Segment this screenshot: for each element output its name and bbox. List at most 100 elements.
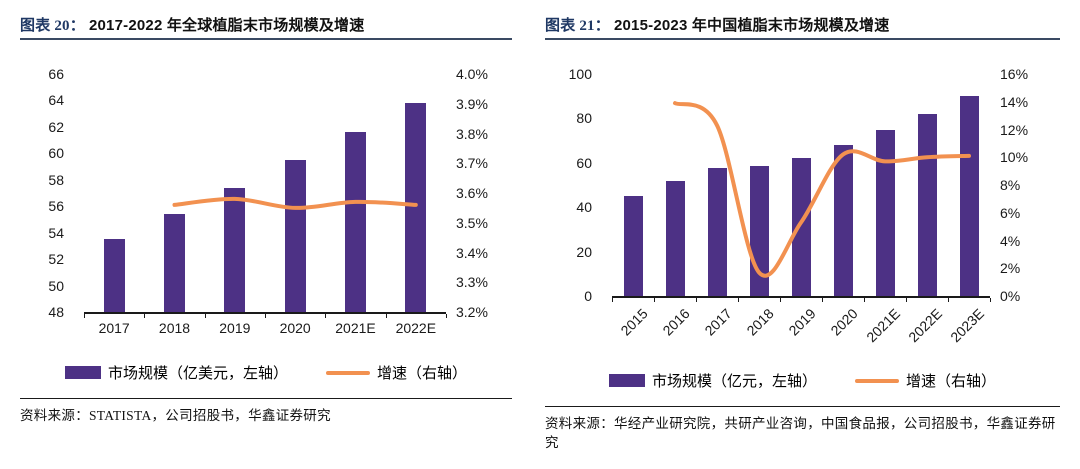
x-axis-tick: [385, 314, 387, 318]
market-size-bar: [917, 113, 937, 296]
left-axis-tick-label: 100: [568, 66, 592, 82]
legend-item-growth: 增速（右轴）: [326, 362, 467, 383]
figure-title: 图表 20： 2017-2022 年全球植脂末市场规模及增速: [20, 14, 512, 40]
left-axis-tick-label: 52: [48, 251, 64, 268]
left-axis-tick-label: 66: [48, 66, 64, 82]
x-axis-category-label: 2017: [98, 320, 130, 336]
figure-number-label: 图表 20：: [20, 18, 85, 34]
x-axis-category-label: 2020: [827, 305, 861, 339]
x-axis-tick: [906, 298, 907, 302]
right-axis-tick-label: 4%: [1000, 232, 1021, 249]
x-axis-tick: [144, 314, 146, 318]
x-axis-line: [84, 312, 446, 314]
market-size-bar: [665, 180, 685, 296]
left-axis-tick-label: 40: [576, 199, 592, 216]
figure-title-text: 2015-2023 年中国植脂末市场规模及增速: [613, 17, 890, 34]
right-axis-tick-label: 3.4%: [456, 244, 488, 261]
right-axis-tick-label: 16%: [1000, 66, 1029, 82]
right-axis-tick-label: 3.7%: [456, 155, 488, 172]
left-axis-tick-label: 54: [48, 224, 64, 241]
figure-panel-global-market: 图表 20： 2017-2022 年全球植脂末市场规模及增速 48 50 52 54 56…: [20, 14, 512, 462]
x-axis-tick: [654, 298, 655, 302]
right-axis-tick-label: 0%: [1000, 288, 1021, 304]
left-axis-tick-label: 60: [48, 145, 64, 162]
legend-label-growth: 增速（右轴）: [906, 374, 997, 390]
left-axis-tick-label: 0: [584, 288, 592, 304]
x-axis-category-label: 2022E: [904, 305, 945, 346]
x-axis-line: [612, 296, 990, 298]
market-size-bar: [791, 158, 811, 296]
right-axis-tick-label: 8%: [1000, 177, 1021, 193]
chart-global-creamer-market: 48 50 52 54 56 58 60 62 64 66 3.2% 3.3% 3.4% 3.5% 3.6%…: [20, 54, 512, 364]
growth-line-layer: [172, 196, 418, 210]
right-axis-tick-label: 3.5%: [456, 214, 488, 231]
x-axis-category-label: 2016: [659, 305, 693, 339]
x-axis-tick: [990, 298, 991, 302]
right-axis-tick-label: 3.9%: [456, 95, 488, 112]
right-axis-tick-label: 10%: [1000, 149, 1029, 166]
x-axis-category-label: 2019: [219, 320, 251, 336]
right-axis-tick-label: 3.3%: [456, 274, 488, 291]
source-note: 资料来源：华经产业研究院，共研产业咨询，中国食品报，公司招股书，华鑫证券研究: [545, 406, 1060, 452]
x-axis-tick: [696, 298, 697, 302]
x-axis-tick: [612, 298, 613, 302]
market-size-bar: [875, 129, 895, 296]
legend-label-market-size: 市场规模（亿元，左轴）: [651, 374, 817, 390]
left-axis-tick-label: 80: [576, 110, 592, 127]
right-axis-tick-label: 3.8%: [456, 125, 488, 142]
market-size-bar: [833, 145, 853, 296]
chart-china-creamer-market: 0 20 40 60 80 100 0% 2% 4% 6% 8% 10% 12% 14% 16% 2015 20…: [545, 54, 1060, 364]
market-size-bar: [284, 159, 306, 312]
bar-series-swatch: [64, 366, 101, 379]
left-axis-tick-label: 60: [576, 154, 592, 171]
legend-label-market-size: 市场规模（亿美元，左轴）: [107, 366, 288, 382]
x-axis-category-label: 2018: [158, 320, 191, 336]
market-size-bar: [405, 103, 427, 312]
right-axis-tick-label: 3.2%: [456, 304, 488, 320]
x-axis-category-label: 2023E: [946, 305, 987, 346]
x-axis-category-label: 2021E: [862, 305, 903, 346]
right-axis-tick-label: 12%: [1000, 121, 1029, 138]
x-axis-tick: [738, 298, 739, 302]
x-axis-category-label: 2020: [279, 320, 311, 336]
x-axis-tick: [265, 314, 266, 318]
right-axis-tick-label: 3.6%: [456, 185, 488, 201]
legend-item-market-size: 市场规模（亿美元，左轴）: [64, 362, 288, 383]
market-size-bar: [224, 187, 246, 312]
x-axis-category-label: 2015: [617, 305, 651, 339]
legend-item-market-size: 市场规模（亿元，左轴）: [608, 370, 817, 391]
x-axis-tick: [864, 298, 865, 302]
chart-legend: 市场规模（亿美元，左轴） 增速（右轴）: [20, 362, 512, 383]
x-axis-tick: [325, 314, 327, 318]
market-size-bar: [707, 168, 727, 296]
left-axis-tick-label: 62: [48, 118, 64, 135]
x-axis-category-label: 2017: [701, 305, 735, 339]
line-series-swatch: [855, 378, 899, 383]
left-axis-tick-label: 56: [48, 198, 64, 215]
left-axis-tick-label: 58: [48, 171, 64, 188]
x-axis-category-label: 2019: [785, 305, 819, 339]
market-size-bar: [623, 196, 643, 296]
x-axis-category-label: 2021E: [335, 320, 376, 336]
figure-title: 图表 21： 2015-2023 年中国植脂末市场规模及增速: [545, 14, 1060, 40]
bar-series-swatch: [608, 374, 645, 387]
x-axis-tick: [84, 314, 85, 318]
left-axis-tick-label: 64: [48, 92, 64, 109]
figure-panel-china-market: 图表 21： 2015-2023 年中国植脂末市场规模及增速 0 20 40 60 80 1…: [545, 14, 1060, 466]
x-axis-category-label: 2022E: [395, 320, 437, 336]
right-axis-tick-label: 6%: [1000, 204, 1021, 221]
market-size-bar: [959, 96, 979, 296]
legend-item-growth: 增速（右轴）: [855, 370, 996, 391]
market-size-bar: [103, 239, 125, 312]
right-axis-tick-label: 4.0%: [456, 66, 488, 82]
left-axis-tick-label: 48: [48, 304, 64, 320]
right-axis-tick-label: 2%: [1000, 260, 1021, 277]
x-axis-tick: [780, 298, 781, 302]
x-axis-tick: [204, 314, 206, 318]
market-size-bar: [345, 132, 366, 312]
x-axis-tick: [446, 314, 447, 318]
figure-number-label: 图表 21：: [545, 18, 610, 34]
source-note: 资料来源：STATISTA，公司招股书，华鑫证券研究: [20, 398, 512, 425]
left-axis-tick-label: 20: [576, 243, 592, 260]
